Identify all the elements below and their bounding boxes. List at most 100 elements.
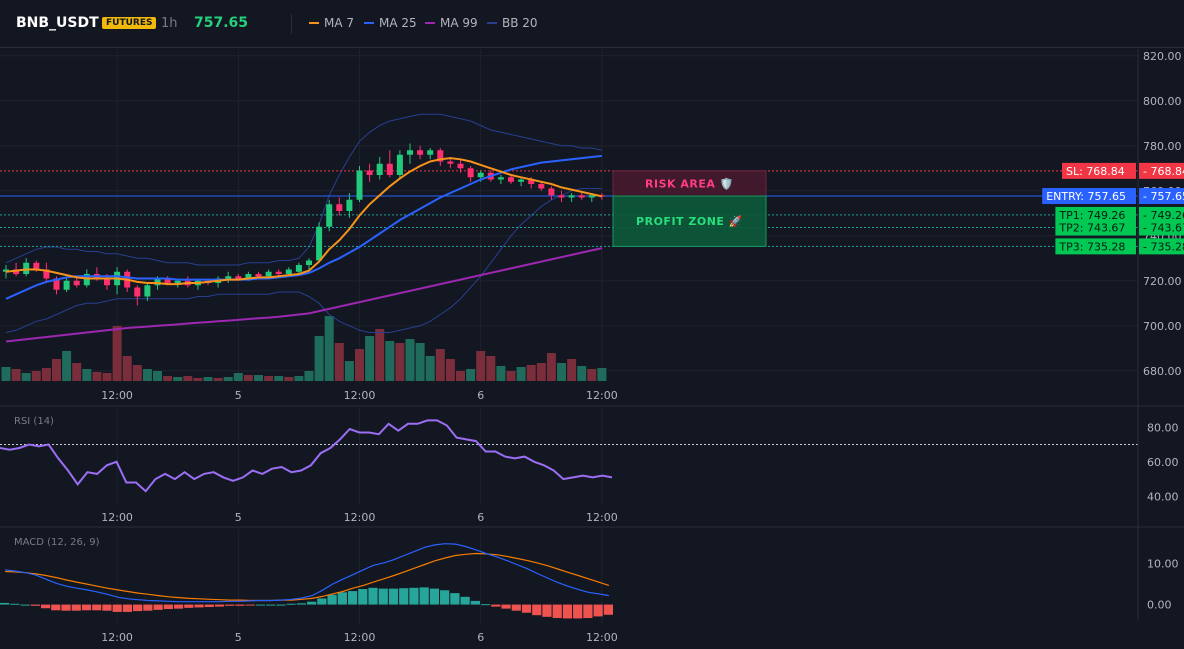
macd-histogram-bar (573, 604, 583, 619)
profit-zone (612, 195, 767, 247)
candle-body (417, 150, 424, 155)
rsi-line (0, 419, 613, 493)
macd-histogram-bar (92, 604, 102, 611)
rsi-pane[interactable]: RSI (14) 80.00 60.00 40.00 12:00 5 12:00 6 12:00 (0, 408, 1179, 524)
rsi-tick-label: 60.00 (1147, 456, 1179, 469)
candle-body (306, 260, 312, 265)
axis-price-tag-bg (1139, 206, 1184, 223)
volume-bar (405, 339, 415, 381)
macd-tick-label: 0.00 (1147, 599, 1172, 612)
time-tick-label: 6 (477, 631, 484, 644)
candle-body (457, 163, 464, 169)
candle-body (316, 226, 323, 261)
volume-bar (72, 363, 82, 381)
candle-body (326, 204, 333, 227)
volume-bar (21, 373, 31, 381)
volume-bar (526, 365, 536, 381)
rsi-tick-label: 40.00 (1147, 490, 1179, 503)
ma99-swatch-icon (425, 21, 435, 24)
rsi-tick-label: 80.00 (1147, 421, 1179, 434)
volume-bar (456, 371, 465, 381)
candle-body (53, 278, 60, 290)
volume-bar (193, 378, 203, 381)
candle-body (508, 177, 514, 182)
volume-bar (516, 367, 526, 381)
last-price: 757.65 (194, 15, 249, 31)
candle-body (83, 274, 90, 286)
macd-histogram-bar (460, 596, 470, 605)
axis-price-tag: - 757.65 (1143, 190, 1184, 203)
candle-body (558, 195, 565, 198)
candle-body (396, 154, 403, 175)
macd-histogram-bar (388, 588, 399, 605)
macd-histogram-bar (378, 588, 388, 605)
macd-histogram-bar (542, 604, 552, 617)
volume-bar (92, 372, 102, 381)
macd-histogram-bar (337, 592, 347, 605)
volume-bar (183, 376, 193, 381)
profit-zone-label: PROFIT ZONE 🚀 (636, 215, 743, 228)
macd-histogram-bar (368, 587, 378, 605)
candle-body (407, 150, 413, 155)
volume-bar (284, 377, 294, 381)
candle-body (578, 195, 585, 198)
macd-histogram-bar (102, 604, 112, 611)
candle-body (285, 269, 292, 274)
macd-signal-line (5, 552, 610, 602)
time-tick-label: 12:00 (101, 389, 133, 402)
volume-bar (415, 343, 425, 381)
macd-histogram-bar (450, 593, 460, 605)
candle-body (104, 278, 110, 286)
time-tick-label: 5 (235, 511, 242, 524)
volume-bar (597, 368, 607, 381)
macd-histogram-bar (501, 604, 511, 609)
axis-price-tag-bg (1139, 162, 1184, 179)
volume-bar (476, 351, 486, 381)
macd-histogram-bar (307, 601, 317, 605)
axis-price-tag-bg (1139, 219, 1184, 236)
price-pane[interactable]: 820.00800.00780.00760.00740.00720.00700.… (0, 49, 1184, 402)
level-tag-label: SL: 768.84 (1066, 165, 1125, 178)
legend-bb20[interactable]: BB 20 (487, 16, 538, 30)
macd-tick-label: 10.00 (1147, 558, 1179, 571)
candle-body (3, 269, 9, 272)
volume-bar (122, 356, 132, 381)
price-tick-label: 680.00 (1143, 365, 1182, 378)
legend-ma25-label: MA 25 (379, 16, 417, 30)
axis-price-tag: - 735.28 (1143, 240, 1184, 253)
macd-pane[interactable]: MACD (12, 26, 9) 10.00 0.00 12:00 5 12:00 6 12:… (0, 529, 1179, 644)
volume-bar (385, 341, 395, 381)
timeframe-selector[interactable]: 1h (161, 16, 178, 31)
bb-upper-line (5, 113, 603, 266)
volume-bar (1, 367, 11, 381)
macd-histogram-bar (440, 590, 450, 605)
legend-ma7-label: MA 7 (324, 16, 355, 30)
macd-histogram-bar (266, 604, 276, 606)
candle-body (255, 274, 262, 277)
volume-bar (355, 349, 364, 381)
volume-bar (102, 373, 112, 381)
level-tag-bg (1055, 219, 1136, 236)
macd-histogram-bar (317, 598, 327, 605)
risk-area-label: RISK AREA 🛡️ (645, 177, 734, 190)
candle-body (225, 276, 232, 279)
candle-body (376, 163, 383, 175)
volume-bar (486, 356, 496, 381)
candle-body (265, 271, 272, 277)
macd-histogram-bar (122, 604, 133, 612)
volume-bar (577, 366, 587, 381)
macd-histogram-bar (10, 603, 20, 605)
axis-price-tag: - 743.67 (1143, 221, 1184, 234)
candle-body (386, 163, 393, 175)
legend-ma99[interactable]: MA 99 (425, 16, 478, 30)
symbol-name[interactable]: BNB_USDT (16, 15, 99, 31)
legend-ma25[interactable]: MA 25 (364, 16, 417, 30)
macd-histogram-bar (20, 604, 30, 606)
volume-bar (324, 316, 334, 381)
volume-bar (82, 369, 92, 381)
legend-ma7[interactable]: MA 7 (309, 16, 354, 30)
volume-bar (365, 336, 375, 381)
macd-histogram-bar (81, 604, 92, 611)
price-tick-label: 780.00 (1143, 140, 1182, 153)
